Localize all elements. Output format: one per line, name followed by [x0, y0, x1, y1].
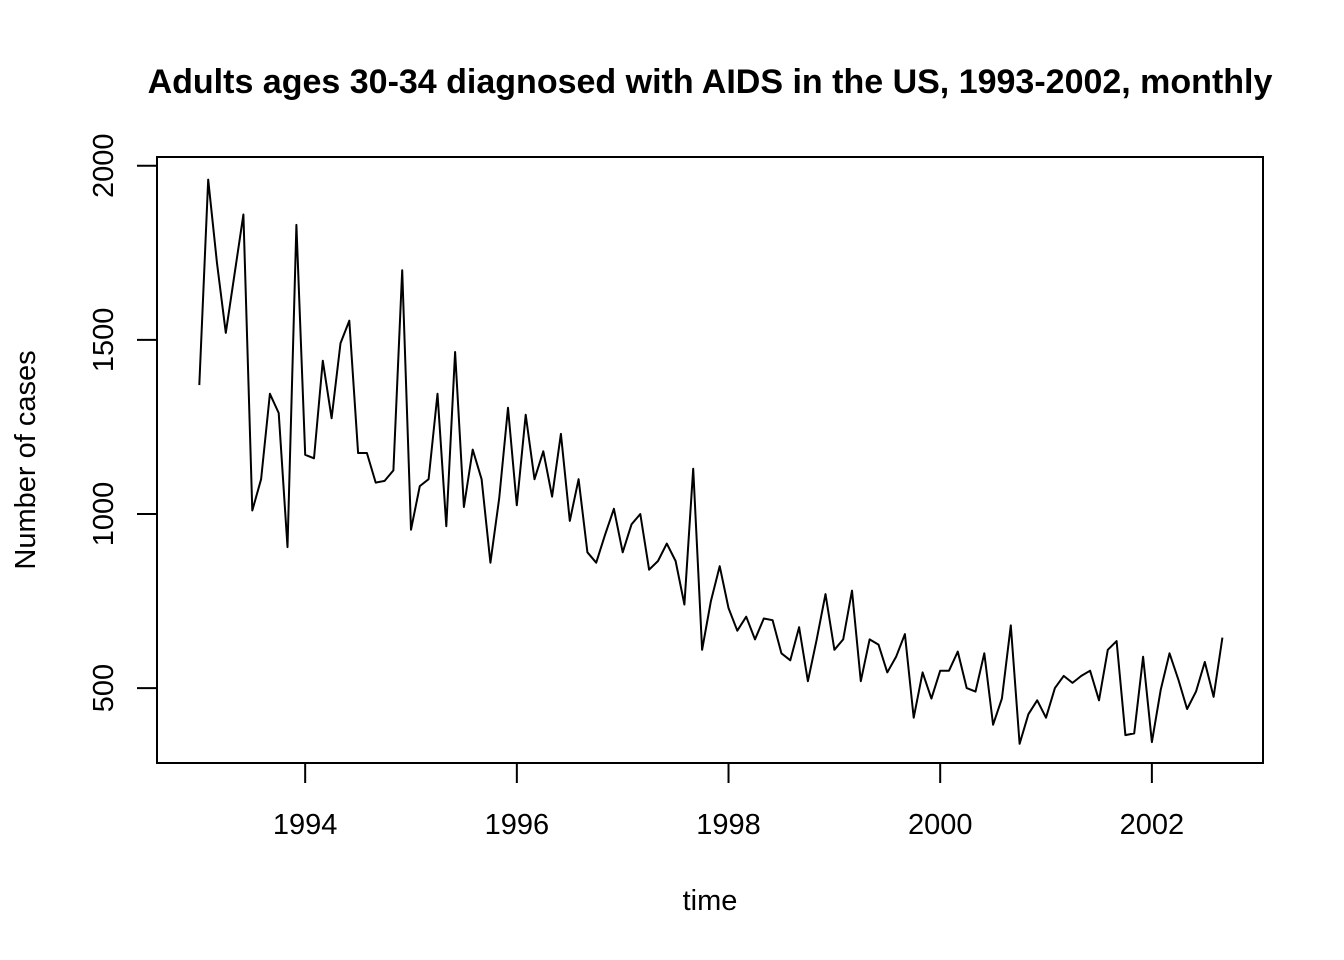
y-axis-label: Number of cases — [10, 350, 42, 569]
x-tick-label: 2000 — [908, 809, 973, 841]
y-tick-label: 500 — [88, 664, 120, 712]
plot-area — [198, 178, 1224, 745]
plot-frame — [156, 156, 1264, 764]
x-axis: 1994 1996 1998 2000 2002 — [273, 762, 1185, 841]
x-tick-label: 1998 — [696, 809, 761, 841]
series-line — [198, 178, 1224, 745]
x-tick-label: 1996 — [485, 809, 550, 841]
x-tick-label: 2002 — [1120, 809, 1185, 841]
y-axis: 500 1000 1500 2000 — [88, 133, 158, 712]
x-axis-label: time — [683, 885, 738, 917]
y-tick-label: 1000 — [88, 482, 120, 547]
chart-title: Adults ages 30-34 diagnosed with AIDS in… — [148, 63, 1273, 101]
y-tick-label: 1500 — [88, 308, 120, 373]
y-tick-label: 2000 — [88, 133, 120, 198]
x-tick-label: 1994 — [273, 809, 338, 841]
